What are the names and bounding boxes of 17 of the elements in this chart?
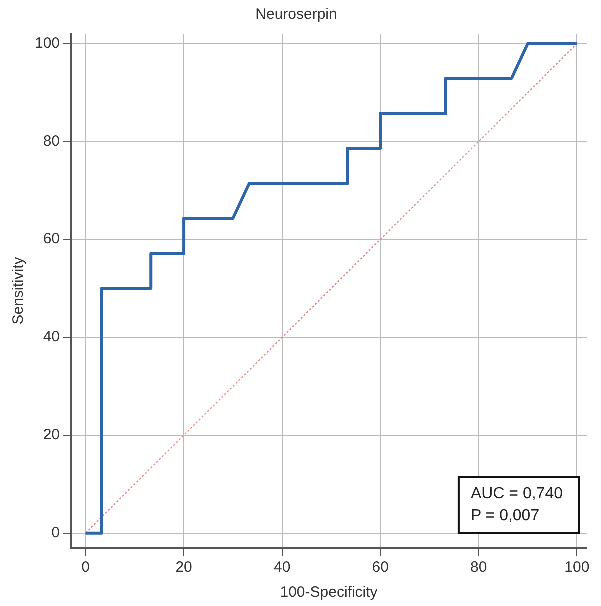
x-tick-label: 80: [470, 559, 488, 576]
annotation: AUC = 0,740: [470, 486, 564, 503]
x-tick-label: 100: [564, 559, 590, 576]
x-tick-label: 0: [82, 559, 90, 576]
chart-title: Neuroserpin: [256, 6, 338, 24]
y-tick-label: 100: [34, 34, 60, 52]
annotation: P = 0,007: [470, 508, 540, 525]
y-axis-title: Sensitivity: [10, 256, 28, 325]
x-axis-title: 100-Specificity: [280, 584, 378, 602]
y-tick-label: 0: [52, 524, 60, 542]
y-tick-label: 60: [43, 230, 60, 248]
y-tick-label: 80: [43, 132, 60, 150]
x-tick-label: 40: [274, 559, 291, 576]
x-tick-label: 20: [176, 559, 192, 576]
y-tick-label: 20: [43, 426, 60, 444]
y-tick-label: 40: [43, 328, 60, 346]
x-tick-label: 60: [372, 559, 389, 576]
